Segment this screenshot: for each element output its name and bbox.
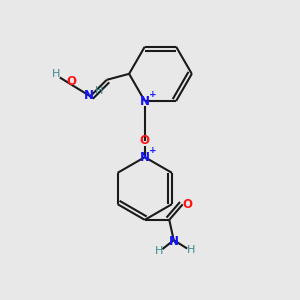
Text: +: + bbox=[149, 146, 157, 155]
Text: H: H bbox=[187, 245, 195, 255]
Text: N: N bbox=[169, 235, 179, 248]
Text: +: + bbox=[149, 90, 157, 99]
Text: O: O bbox=[183, 198, 193, 211]
Text: H: H bbox=[95, 86, 103, 96]
Text: N: N bbox=[140, 151, 150, 164]
Text: N: N bbox=[140, 94, 150, 107]
Text: H: H bbox=[52, 70, 60, 80]
Text: O: O bbox=[140, 134, 150, 147]
Text: O: O bbox=[66, 75, 76, 88]
Text: H: H bbox=[154, 246, 163, 256]
Text: N: N bbox=[84, 89, 94, 102]
